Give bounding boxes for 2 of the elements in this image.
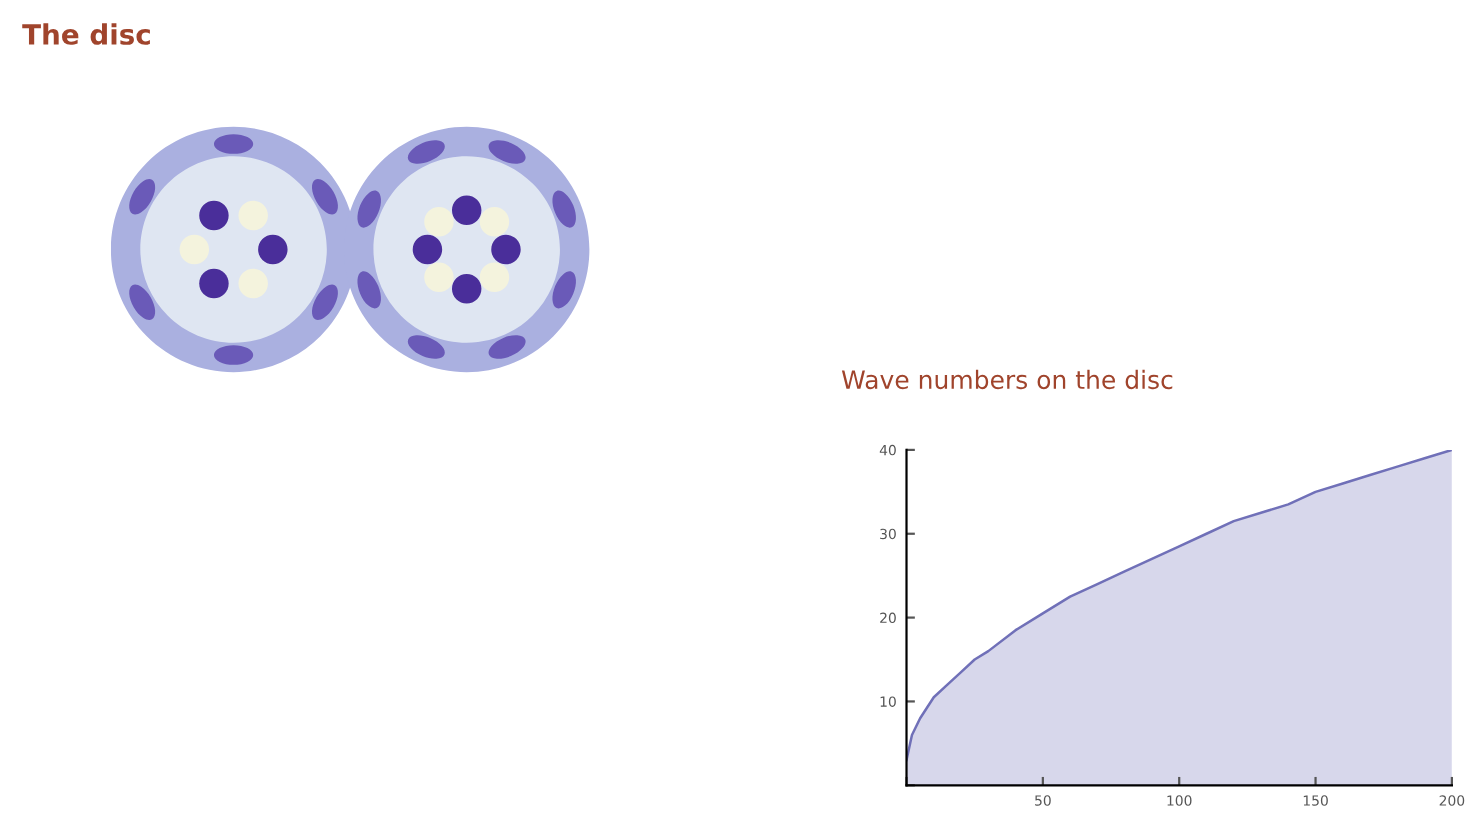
text: The disc bbox=[22, 23, 150, 45]
chart-title: Wave numbers on the disc bbox=[841, 369, 1173, 390]
